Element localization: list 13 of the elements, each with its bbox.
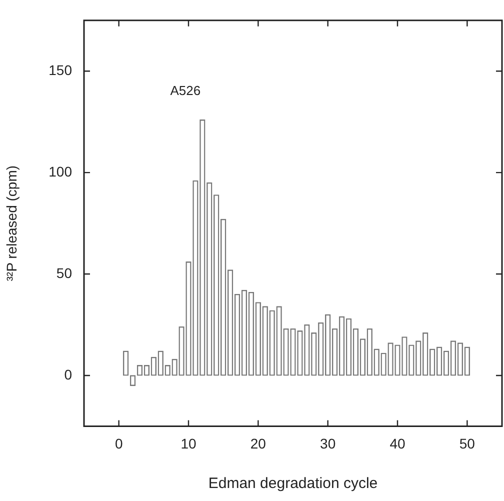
x-tick-label: 30	[320, 435, 336, 452]
x-tick-label: 20	[250, 435, 266, 452]
y-tick-label: 150	[48, 62, 72, 78]
y-tick-label: 50	[56, 264, 72, 281]
annotation: A526	[170, 82, 201, 98]
x-tick-label: 50	[459, 435, 476, 452]
x-tick-label: 40	[390, 435, 406, 452]
y-tick-label: 0	[64, 366, 72, 382]
x-axis-title: Edman degradation cycle	[208, 475, 378, 492]
x-tick-label: 0	[114, 435, 123, 452]
x-tick-label: 10	[180, 435, 196, 452]
y-axis-title: ³²P released (cpm)	[3, 165, 20, 282]
y-tick-label: 100	[48, 163, 72, 180]
